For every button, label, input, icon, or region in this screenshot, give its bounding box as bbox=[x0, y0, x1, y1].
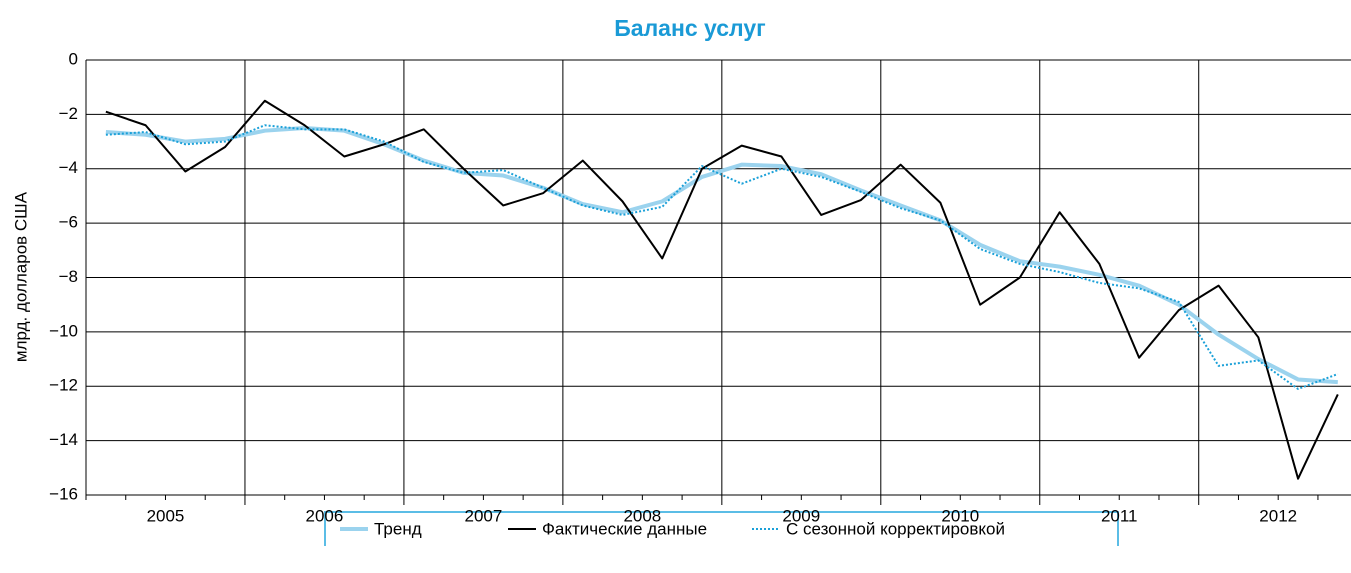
chart-title: Баланс услуг bbox=[614, 15, 766, 41]
x-tick-label: 2006 bbox=[306, 506, 344, 525]
legend-box bbox=[324, 511, 1119, 546]
y-tick-label: −10 bbox=[49, 321, 78, 340]
legend-label: Фактические данные bbox=[542, 519, 707, 538]
y-axis-label: млрд. долларов США bbox=[11, 191, 30, 362]
legend-label: Тренд bbox=[374, 519, 422, 538]
y-tick-label: −6 bbox=[59, 213, 78, 232]
legend-label: С сезонной корректировкой bbox=[786, 519, 1005, 538]
y-tick-label: −16 bbox=[49, 484, 78, 503]
x-tick-label: 2009 bbox=[782, 506, 820, 525]
series-line bbox=[105, 125, 1338, 385]
x-tick-label: 2012 bbox=[1259, 506, 1297, 525]
x-tick-label: 2005 bbox=[147, 506, 185, 525]
y-tick-label: −8 bbox=[59, 267, 78, 286]
x-tick-label: 2011 bbox=[1101, 506, 1138, 525]
x-tick-label: 2008 bbox=[623, 506, 661, 525]
y-tick-label: −2 bbox=[59, 104, 78, 123]
y-tick-label: −4 bbox=[59, 158, 78, 177]
x-tick-label: 2010 bbox=[941, 506, 979, 525]
series-line bbox=[105, 99, 1339, 480]
y-tick-label: −14 bbox=[49, 430, 78, 449]
x-tick-label: 2007 bbox=[464, 506, 502, 525]
series-line bbox=[105, 124, 1339, 390]
y-tick-label: −12 bbox=[49, 376, 78, 395]
y-tick-label: 0 bbox=[69, 49, 78, 68]
